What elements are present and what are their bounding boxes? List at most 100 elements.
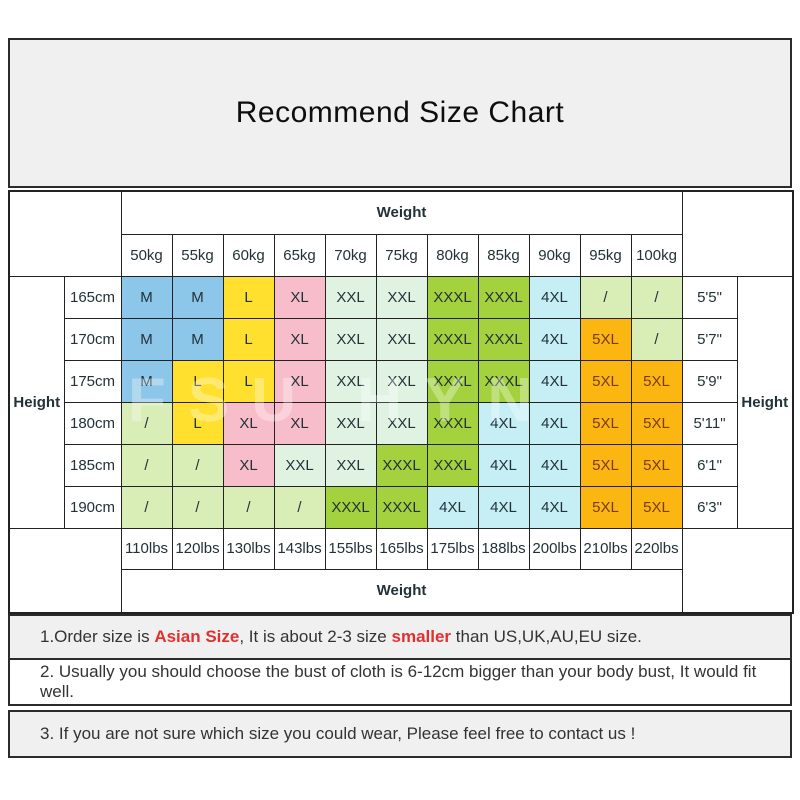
size-cell-175cm-95kg: 5XL: [579, 359, 632, 403]
size-cell-170cm-70kg: XXL: [324, 317, 377, 361]
height-imperial-cell: 5'9": [681, 359, 738, 403]
size-cell-185cm-80kg: XXXL: [426, 443, 479, 487]
size-cell-170cm-90kg: 4XL: [528, 317, 581, 361]
size-cell-175cm-50kg: M: [120, 359, 173, 403]
size-cell-180cm-50kg: /: [120, 401, 173, 445]
size-cell-165cm-90kg: 4XL: [528, 275, 581, 319]
size-cell-165cm-75kg: XXL: [375, 275, 428, 319]
lbs-header-10: 210lbs: [579, 527, 632, 570]
note-plain-text: 3. If you are not sure which size you co…: [40, 724, 636, 743]
kg-header-4: 65kg: [273, 233, 326, 277]
kg-header-6: 75kg: [375, 233, 428, 277]
size-cell-190cm-90kg: 4XL: [528, 485, 581, 529]
lbs-header-2: 120lbs: [171, 527, 224, 570]
size-cell-175cm-80kg: XXXL: [426, 359, 479, 403]
corner-bottom-left: [8, 527, 122, 614]
lbs-header-4: 143lbs: [273, 527, 326, 570]
size-cell-170cm-85kg: XXXL: [477, 317, 530, 361]
kg-header-9: 90kg: [528, 233, 581, 277]
kg-header-8: 85kg: [477, 233, 530, 277]
height-cm-cell: 185cm: [63, 443, 122, 487]
size-table: Weight 50kg 55kg 60kg 65kg 70kg 75kg 80kg 85kg 90…: [8, 190, 795, 614]
height-imperial-cell: 5'5": [681, 275, 738, 319]
size-cell-185cm-50kg: /: [120, 443, 173, 487]
kg-header-1: 50kg: [120, 233, 173, 277]
size-cell-165cm-80kg: XXXL: [426, 275, 479, 319]
lbs-header-3: 130lbs: [222, 527, 275, 570]
note-emphasis-text: smaller: [391, 627, 452, 646]
height-label-left: Height: [8, 275, 65, 529]
size-cell-170cm-65kg: XL: [273, 317, 326, 361]
height-imperial-cell: 5'11": [681, 401, 738, 445]
size-cell-180cm-90kg: 4XL: [528, 401, 581, 445]
size-cell-185cm-90kg: 4XL: [528, 443, 581, 487]
corner-top-right: [681, 190, 794, 277]
size-table-wrap: Weight 50kg 55kg 60kg 65kg 70kg 75kg 80kg 85kg 90…: [8, 190, 795, 614]
height-cm-cell: 175cm: [63, 359, 122, 403]
size-cell-165cm-70kg: XXL: [324, 275, 377, 319]
size-cell-180cm-70kg: XXL: [324, 401, 377, 445]
size-cell-190cm-95kg: 5XL: [579, 485, 632, 529]
size-table-body: Weight 50kg 55kg 60kg 65kg 70kg 75kg 80kg 85kg 90…: [8, 190, 794, 614]
size-cell-165cm-100kg: /: [630, 275, 683, 319]
height-imperial-cell: 6'1": [681, 443, 738, 487]
size-cell-165cm-85kg: XXXL: [477, 275, 530, 319]
size-cell-180cm-85kg: 4XL: [477, 401, 530, 445]
kg-header-7: 80kg: [426, 233, 479, 277]
size-cell-165cm-50kg: M: [120, 275, 173, 319]
size-cell-165cm-55kg: M: [171, 275, 224, 319]
size-cell-175cm-60kg: L: [222, 359, 275, 403]
size-cell-180cm-60kg: XL: [222, 401, 275, 445]
size-cell-180cm-55kg: L: [171, 401, 224, 445]
size-cell-180cm-80kg: XXXL: [426, 401, 479, 445]
size-cell-190cm-55kg: /: [171, 485, 224, 529]
size-cell-180cm-95kg: 5XL: [579, 401, 632, 445]
note-3-text: 3. If you are not sure which size you co…: [40, 724, 635, 744]
size-cell-165cm-95kg: /: [579, 275, 632, 319]
lbs-header-9: 200lbs: [528, 527, 581, 570]
size-cell-190cm-75kg: XXXL: [375, 485, 428, 529]
size-cell-185cm-95kg: 5XL: [579, 443, 632, 487]
size-cell-170cm-80kg: XXXL: [426, 317, 479, 361]
size-cell-190cm-60kg: /: [222, 485, 275, 529]
size-cell-170cm-95kg: 5XL: [579, 317, 632, 361]
size-cell-185cm-100kg: 5XL: [630, 443, 683, 487]
corner-top-left: [8, 190, 122, 277]
size-cell-185cm-75kg: XXXL: [375, 443, 428, 487]
note-emphasis-text: Asian Size: [154, 627, 240, 646]
lbs-header-8: 188lbs: [477, 527, 530, 570]
title-box: Recommend Size Chart: [8, 38, 792, 188]
size-cell-185cm-70kg: XXL: [324, 443, 377, 487]
lbs-header-5: 155lbs: [324, 527, 377, 570]
height-label-right: Height: [736, 275, 794, 529]
size-cell-190cm-65kg: /: [273, 485, 326, 529]
size-cell-185cm-85kg: 4XL: [477, 443, 530, 487]
size-cell-185cm-55kg: /: [171, 443, 224, 487]
kg-header-10: 95kg: [579, 233, 632, 277]
page-title: Recommend Size Chart: [235, 96, 565, 129]
lbs-header-7: 175lbs: [426, 527, 479, 570]
size-cell-175cm-85kg: XXXL: [477, 359, 530, 403]
note-2: 2. Usually you should choose the bust of…: [10, 660, 790, 704]
size-cell-170cm-50kg: M: [120, 317, 173, 361]
size-cell-170cm-100kg: /: [630, 317, 683, 361]
kg-header-2: 55kg: [171, 233, 224, 277]
size-cell-190cm-100kg: 5XL: [630, 485, 683, 529]
height-cm-cell: 180cm: [63, 401, 122, 445]
note-1-text: 1.Order size is Asian Size, It is about …: [40, 627, 642, 647]
size-cell-170cm-75kg: XXL: [375, 317, 428, 361]
size-cell-185cm-60kg: XL: [222, 443, 275, 487]
size-cell-170cm-55kg: M: [171, 317, 224, 361]
size-cell-180cm-65kg: XL: [273, 401, 326, 445]
kg-header-5: 70kg: [324, 233, 377, 277]
lbs-header-1: 110lbs: [120, 527, 173, 570]
height-cm-cell: 165cm: [63, 275, 122, 319]
height-imperial-cell: 5'7": [681, 317, 738, 361]
note-plain-text: 2. Usually you should choose the bust of…: [40, 662, 757, 701]
size-cell-190cm-80kg: 4XL: [426, 485, 479, 529]
note-3: 3. If you are not sure which size you co…: [8, 710, 792, 758]
size-cell-190cm-85kg: 4XL: [477, 485, 530, 529]
size-cell-175cm-55kg: L: [171, 359, 224, 403]
size-cell-190cm-70kg: XXXL: [324, 485, 377, 529]
